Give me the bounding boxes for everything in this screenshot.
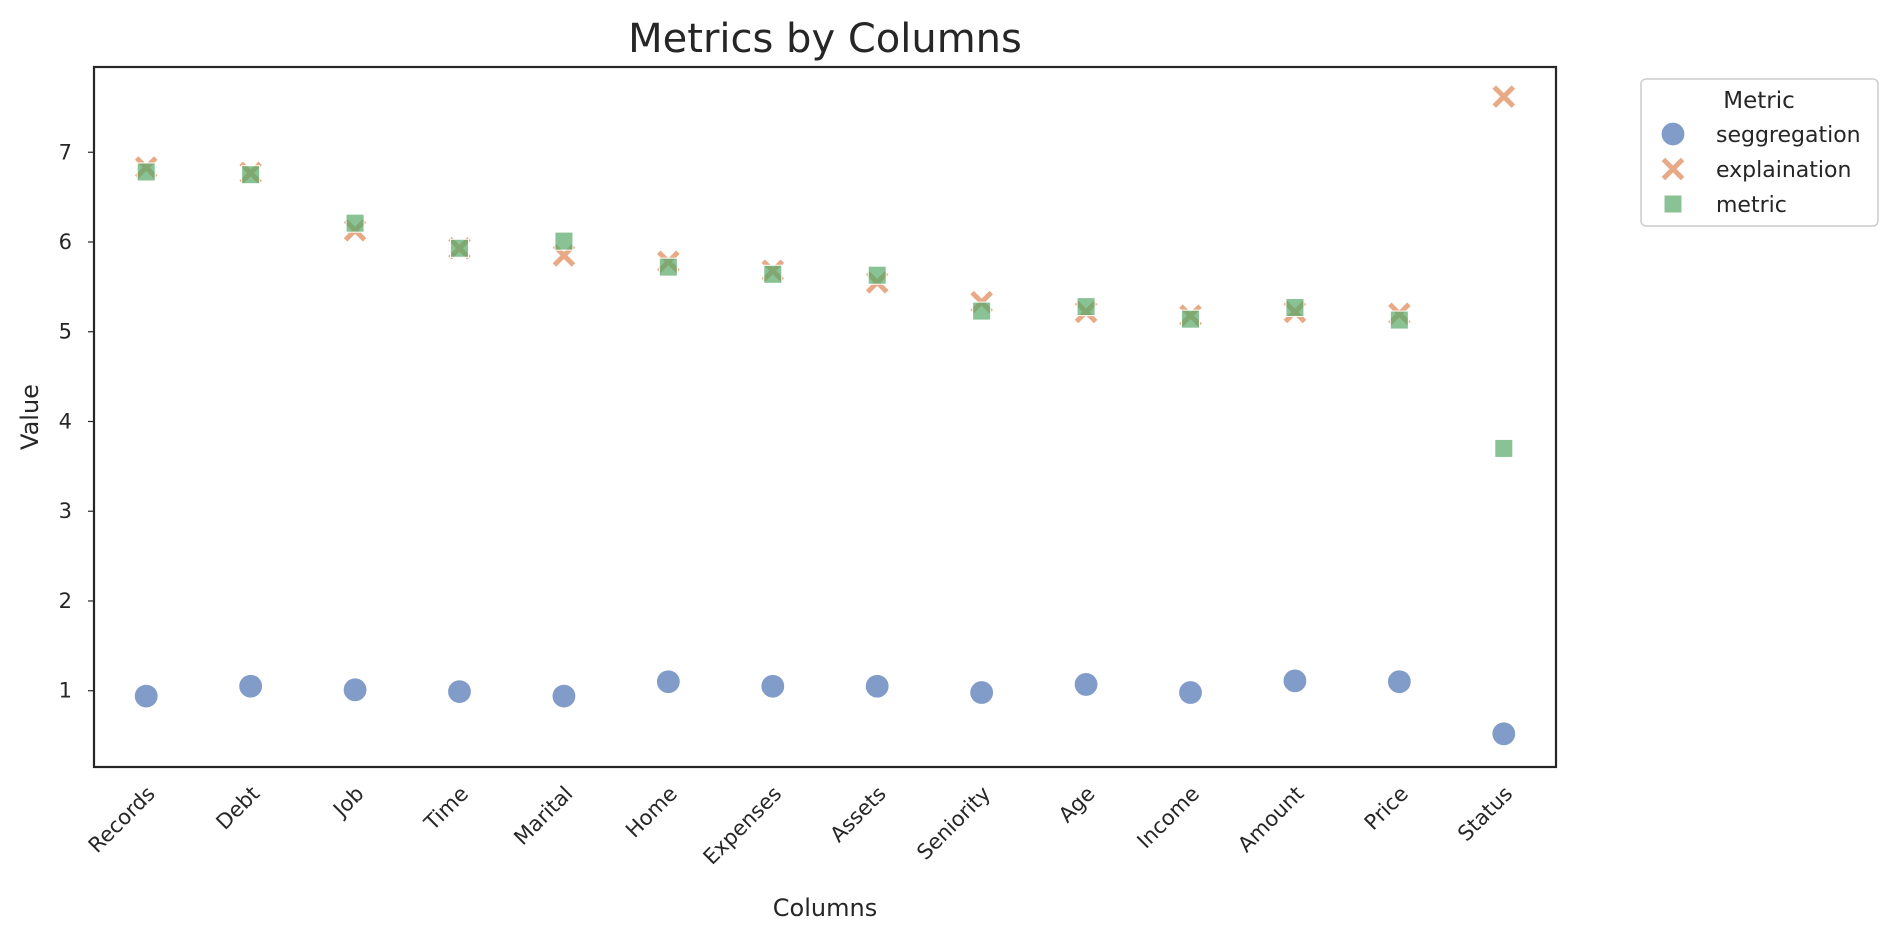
x-tick-label: Status (1453, 782, 1517, 846)
data-point-seggregation (864, 673, 890, 699)
y-tick-label: 1 (59, 679, 72, 703)
x-tick-label: Records (84, 782, 160, 858)
legend-marker-metric (1663, 194, 1683, 214)
x-tick-label: Debt (211, 782, 264, 835)
data-point-metric (345, 213, 365, 233)
legend-marker-explaination (1660, 156, 1686, 182)
y-axis-label: Value (16, 384, 44, 450)
x-tick-label: Income (1132, 782, 1204, 854)
data-point-seggregation (1073, 671, 1099, 698)
plot-area (92, 65, 1558, 769)
series-seggregation (133, 668, 1517, 747)
data-point-seggregation (238, 673, 264, 699)
x-tick-label: Time (419, 782, 473, 836)
x-tick-label: Marital (509, 782, 577, 850)
y-tick-label: 6 (59, 230, 72, 254)
data-point-metric (1285, 298, 1305, 318)
data-point-metric (1389, 310, 1409, 330)
data-point-seggregation (133, 683, 159, 709)
data-point-seggregation (551, 683, 577, 709)
data-point-seggregation (760, 673, 786, 699)
series-metric (136, 162, 1514, 458)
data-point-seggregation (446, 679, 473, 705)
legend-marker-seggregation (1660, 121, 1686, 147)
data-point-metric (136, 162, 156, 182)
legend-label: seggregation (1716, 123, 1861, 148)
x-tick-label: Seniority (912, 782, 995, 865)
data-point-metric (450, 238, 469, 258)
data-point-metric (1494, 438, 1514, 458)
chart-title: Metrics by Columns (628, 16, 1022, 62)
legend-label: explaination (1716, 158, 1851, 183)
x-tick-label: Job (327, 782, 368, 823)
data-point-metric (1181, 309, 1200, 329)
legend-label: metric (1716, 193, 1787, 218)
x-tick-label: Expenses (699, 782, 787, 870)
data-point-seggregation (1282, 668, 1308, 694)
x-tick-label: Age (1054, 782, 1100, 828)
x-axis-label: Columns (773, 894, 877, 922)
x-tick-label: Amount (1233, 782, 1308, 857)
y-tick-label: 2 (59, 589, 72, 613)
data-point-metric (763, 264, 783, 284)
data-point-metric (867, 265, 887, 285)
x-axis-ticks: Records Debt Job Time Marital Home Expenses Ass… (84, 782, 1518, 870)
legend: Metric seggregation explaination metric (1640, 78, 1879, 227)
x-tick-label: Price (1360, 782, 1413, 835)
x-tick-label: Assets (825, 782, 890, 847)
series-layer (133, 83, 1517, 747)
data-point-metric (1076, 297, 1096, 317)
legend-title: Metric (1723, 88, 1795, 114)
data-point-metric (554, 231, 574, 251)
data-point-seggregation (1386, 669, 1412, 695)
data-point-metric (241, 165, 261, 185)
x-tick-label: Home (621, 782, 682, 843)
y-tick-label: 4 (59, 409, 72, 433)
data-point-seggregation (342, 677, 368, 703)
data-point-metric (658, 257, 678, 277)
legend-frame (1640, 78, 1879, 227)
y-tick-label: 5 (59, 320, 72, 344)
y-tick-label: 7 (59, 140, 72, 164)
data-point-seggregation (655, 669, 681, 695)
y-tick-label: 3 (59, 499, 72, 523)
data-point-explaination (1491, 83, 1517, 110)
data-point-metric (972, 301, 992, 321)
data-point-seggregation (969, 679, 995, 706)
y-axis-ticks: 1 2 3 4 5 6 7 (59, 140, 94, 703)
data-point-seggregation (1177, 679, 1204, 706)
data-point-seggregation (1491, 721, 1517, 747)
